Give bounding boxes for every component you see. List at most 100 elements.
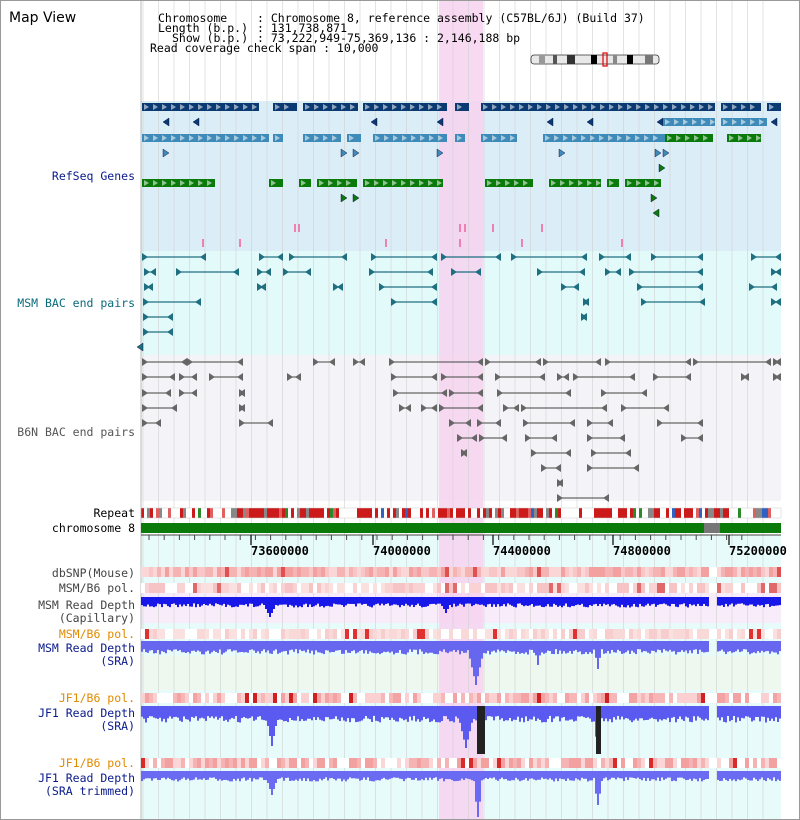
read-depth-bar: [223, 771, 225, 780]
polymorphism-cell: [449, 758, 453, 768]
polymorphism-cell: [289, 583, 293, 593]
track-label-msm-depth-cap[interactable]: MSM Read Depth: [38, 598, 135, 612]
repeat-block: [438, 508, 441, 518]
polymorphism-cell: [489, 758, 493, 768]
read-depth-bar: [779, 771, 781, 781]
read-depth-bar: [771, 706, 773, 719]
polymorphism-cell: [301, 567, 305, 577]
gene-arrow-icon: [340, 193, 348, 203]
repeat-block: [552, 508, 555, 518]
read-depth-bar: [221, 771, 223, 781]
read-depth-bar: [153, 771, 155, 779]
polymorphism-cell: [249, 583, 253, 593]
track-label-jf1-depth[interactable]: JF1 Read Depth: [38, 706, 135, 720]
polymorphism-cell: [241, 693, 245, 703]
read-depth-bar: [723, 597, 725, 607]
track-label-dbsnp[interactable]: dbSNP(Mouse): [51, 566, 135, 580]
track-label-msm-b6-pol[interactable]: MSM/B6 pol.: [58, 581, 135, 595]
read-depth-bar: [623, 641, 625, 654]
read-depth-bar: [221, 641, 223, 655]
read-depth-bar: [167, 641, 169, 650]
read-depth-bar: [551, 597, 553, 607]
read-depth-bar: [641, 771, 643, 781]
read-depth-bar: [547, 641, 549, 651]
polymorphism-cell: [321, 567, 325, 577]
read-depth-bar: [651, 771, 653, 780]
read-depth-bar: [371, 706, 373, 722]
read-depth-bar: [487, 706, 489, 717]
polymorphism-cell: [665, 629, 669, 639]
read-depth-bar: [271, 641, 273, 654]
read-depth-bar: [719, 706, 721, 721]
track-label-msm-depth-sra[interactable]: MSM Read Depth: [38, 641, 135, 655]
read-depth-peak: [596, 706, 601, 754]
read-depth-bar: [493, 771, 495, 778]
read-depth-bar: [157, 706, 159, 719]
polymorphism-cell: [221, 693, 225, 703]
repeat-block: [372, 508, 375, 518]
polymorphism-cell: [465, 693, 469, 703]
track-label-b6n-bac[interactable]: B6N BAC end pairs: [17, 425, 135, 439]
polymorphism-cell: [249, 629, 253, 639]
polymorphism-cell: [217, 758, 221, 768]
gene-arrow-icon: [374, 180, 379, 186]
repeat-block: [327, 508, 330, 518]
read-depth-bar: [327, 706, 329, 718]
polymorphism-cell: [561, 567, 565, 577]
polymorphism-cell: [173, 567, 177, 577]
track-label-jf1-trim[interactable]: JF1 Read Depth: [38, 771, 135, 785]
read-depth-bar: [553, 597, 555, 604]
polymorphism-cell: [493, 583, 497, 593]
polymorphism-cell: [309, 693, 313, 703]
track-label-jf1-b6-pol[interactable]: JF1/B6 pol.: [58, 691, 135, 705]
polymorphism-cell: [393, 583, 397, 593]
read-depth-bar: [317, 641, 319, 653]
read-depth-bar: [751, 706, 753, 722]
read-depth-bar: [331, 706, 333, 720]
polymorphism-cell: [641, 693, 645, 703]
gene-arrow-icon: [365, 104, 370, 110]
repeat-block: [300, 508, 303, 518]
repeat-block: [678, 508, 681, 518]
track-label-msm-bac[interactable]: MSM BAC end pairs: [17, 296, 135, 310]
read-depth-bar: [765, 597, 767, 605]
read-depth-bar: [359, 641, 361, 651]
bac-end: [475, 268, 481, 276]
read-depth-bar: [743, 706, 745, 719]
bac-end: [191, 373, 197, 381]
read-depth-bar: [393, 706, 395, 720]
track-label-repeat[interactable]: Repeat: [93, 506, 135, 520]
polymorphism-cell: [593, 567, 597, 577]
read-depth-bar: [629, 641, 631, 654]
repeat-block: [177, 508, 180, 518]
polymorphism-cell: [157, 693, 161, 703]
msm-bac-track: [136, 253, 781, 352]
read-depth-bar: [141, 771, 143, 782]
polymorphism-cell: [361, 583, 365, 593]
read-depth-bar: [187, 641, 189, 653]
polymorphism-cell: [757, 693, 761, 703]
read-depth-bar: [289, 597, 291, 605]
track-label-msm-b6-pol-2[interactable]: MSM/B6 pol.: [58, 627, 135, 641]
polymorphism-cell: [209, 758, 213, 768]
track-label-jf1-b6-pol-2[interactable]: JF1/B6 pol.: [58, 756, 135, 770]
track-label-refseq[interactable]: RefSeq Genes: [51, 169, 135, 183]
read-depth-bar: [449, 706, 451, 722]
repeat-block: [186, 508, 189, 518]
read-depth-bar: [729, 771, 731, 779]
polymorphism-cell: [261, 693, 265, 703]
read-depth-bar: [703, 771, 705, 781]
polymorphism-cell: [605, 693, 609, 703]
read-depth-bar: [515, 597, 517, 608]
bac-end: [257, 268, 263, 276]
polymorphism-cell: [393, 758, 397, 768]
repeat-block: [699, 508, 702, 518]
read-depth-bar: [383, 641, 385, 652]
read-depth-bar: [683, 706, 685, 721]
polymorphism-cell: [597, 758, 601, 768]
gene-arrow-icon: [428, 104, 433, 110]
gene-arrow-icon: [703, 135, 708, 141]
repeat-block: [297, 508, 300, 518]
bac-end: [142, 253, 148, 261]
